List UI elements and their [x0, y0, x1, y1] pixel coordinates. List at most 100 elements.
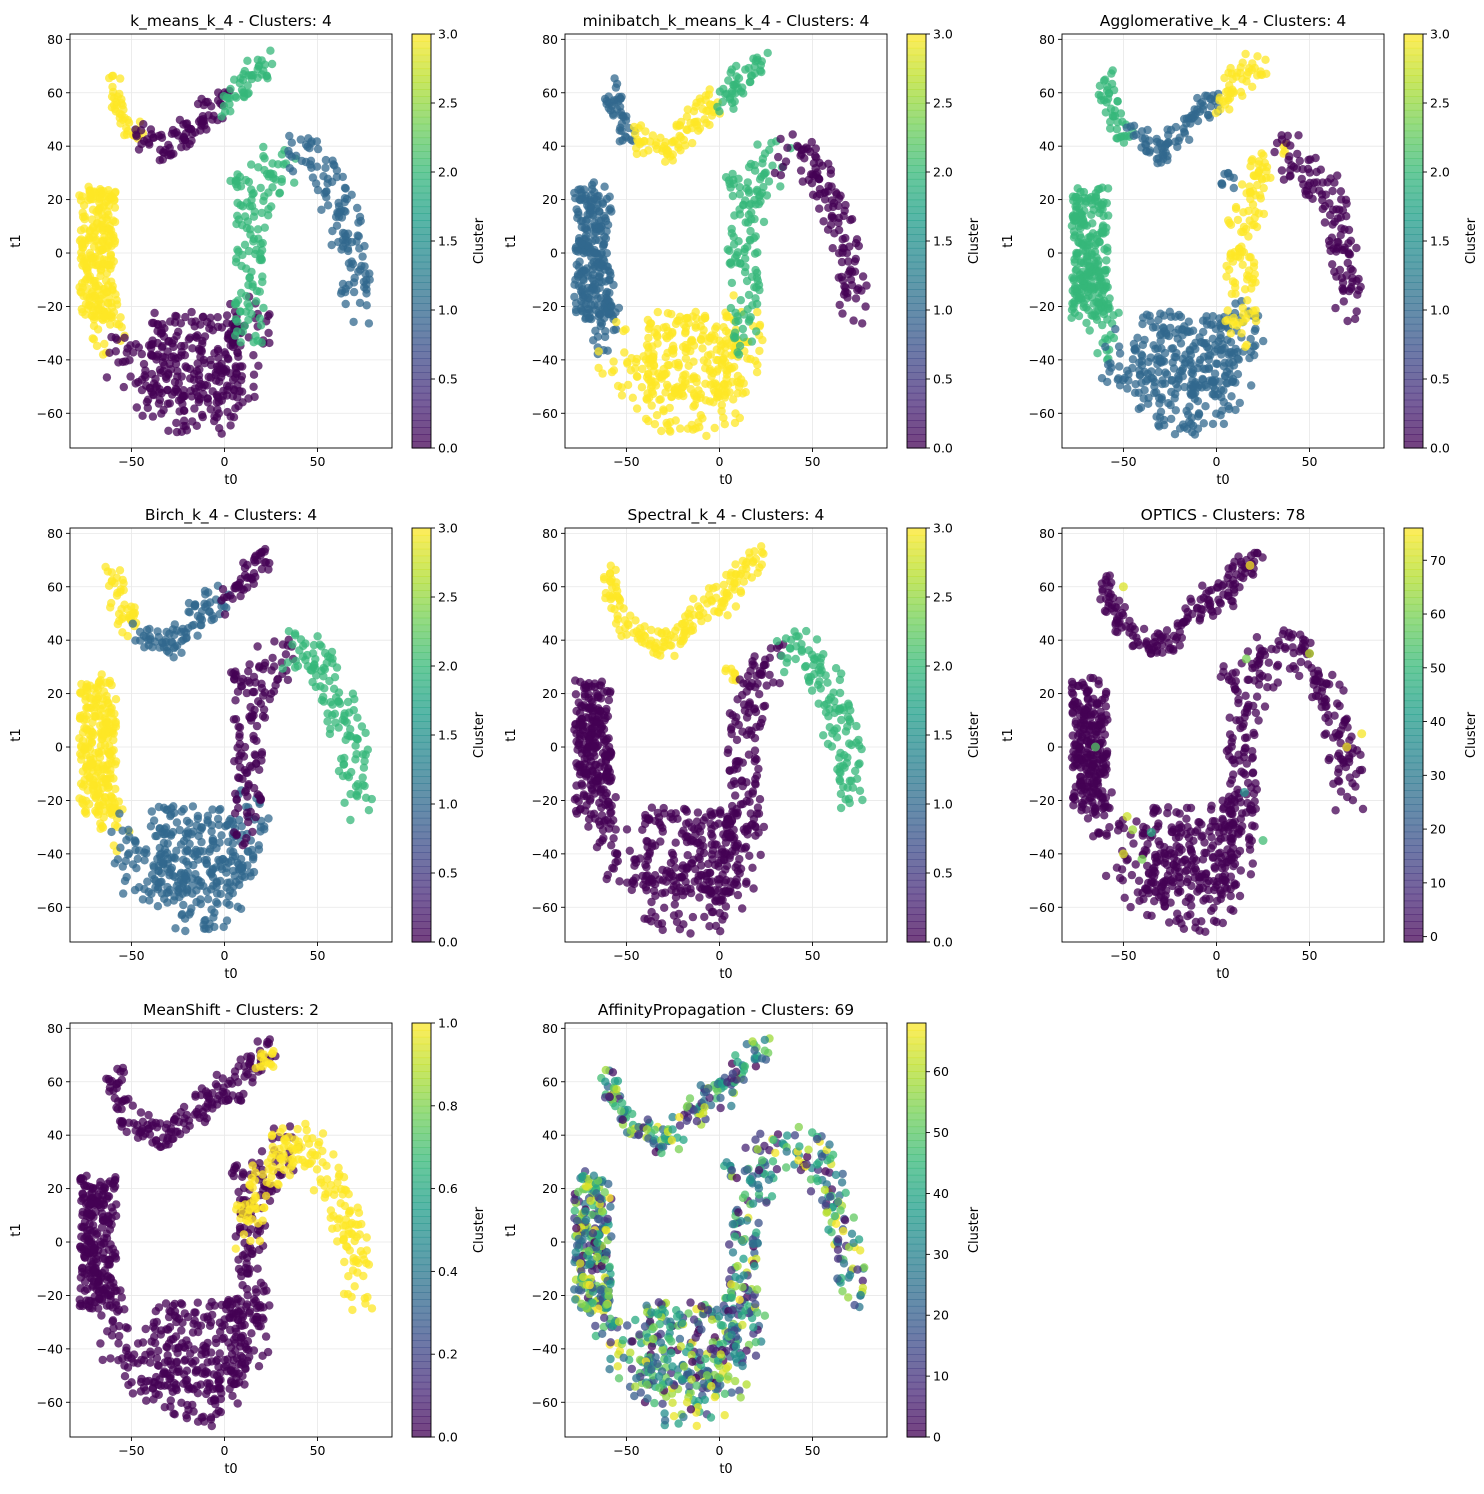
y-tick-label: −40: [532, 352, 558, 367]
data-point: [237, 338, 245, 346]
data-point: [237, 682, 245, 690]
data-point: [163, 898, 171, 906]
data-point: [1106, 359, 1114, 367]
data-point: [107, 311, 115, 319]
data-point: [584, 823, 592, 831]
data-point: [173, 818, 181, 826]
data-point: [838, 309, 846, 317]
data-point: [78, 799, 86, 807]
colorbar-segment: [907, 400, 926, 408]
data-point: [683, 314, 691, 322]
data-point: [157, 850, 165, 858]
colorbar-segment: [1404, 310, 1423, 318]
colorbar-tick-label: 3.0: [438, 27, 458, 42]
data-point: [162, 373, 170, 381]
data-point: [268, 183, 276, 191]
data-point: [1114, 118, 1122, 126]
colorbar-tick-label: 2.5: [933, 96, 953, 111]
data-point: [1212, 359, 1220, 367]
data-point: [1243, 296, 1251, 304]
data-point: [1199, 317, 1207, 325]
data-point: [736, 342, 744, 350]
data-point: [684, 105, 692, 113]
data-point: [80, 776, 88, 784]
data-point: [100, 313, 108, 321]
colorbar-segment: [412, 324, 431, 332]
data-point: [253, 722, 261, 730]
data-point: [751, 294, 759, 302]
data-point: [612, 578, 620, 586]
subplot-title: Agglomerative_k_4 - Clusters: 4: [1100, 12, 1347, 31]
data-point: [80, 716, 88, 724]
data-point: [258, 256, 266, 264]
data-point: [575, 237, 583, 245]
colorbar-segment: [412, 790, 431, 798]
colorbar-segment: [1404, 138, 1423, 146]
data-point: [255, 792, 263, 800]
colorbar-segment: [907, 110, 926, 118]
data-point: [1140, 394, 1148, 402]
data-point: [835, 273, 843, 281]
data-point: [170, 129, 178, 137]
data-point: [694, 386, 702, 394]
colorbar-segment: [412, 351, 431, 359]
colorbar-segment: [412, 894, 431, 902]
x-tick-label: −50: [118, 948, 144, 963]
data-point: [723, 611, 731, 619]
data-point: [759, 183, 767, 191]
colorbar-segment: [907, 441, 926, 449]
data-point: [126, 372, 134, 380]
data-point: [1116, 381, 1124, 389]
data-point: [326, 698, 334, 706]
data-point: [841, 201, 849, 209]
subplot-title: k_means_k_4 - Clusters: 4: [130, 12, 332, 31]
data-point: [235, 881, 243, 889]
data-point: [1073, 265, 1081, 273]
data-point: [659, 405, 667, 413]
y-tick-label: 40: [542, 139, 558, 154]
data-point: [313, 137, 321, 145]
data-point: [180, 342, 188, 350]
data-point: [629, 629, 637, 637]
data-point: [1306, 168, 1314, 176]
data-point: [608, 368, 616, 376]
data-point: [748, 337, 756, 345]
data-point: [112, 757, 120, 765]
data-point: [288, 640, 296, 648]
data-point: [667, 310, 675, 318]
data-point: [800, 145, 808, 153]
data-point: [1230, 314, 1238, 322]
data-point: [753, 368, 761, 376]
data-point: [223, 93, 231, 101]
data-point: [1075, 275, 1083, 283]
data-point: [828, 213, 836, 221]
data-point: [214, 313, 222, 321]
data-point: [189, 802, 197, 810]
data-point: [150, 816, 158, 824]
colorbar-segment: [412, 908, 431, 916]
data-point: [270, 637, 278, 645]
data-point: [1249, 307, 1257, 315]
data-point: [223, 391, 231, 399]
colorbar-segment: [412, 528, 431, 536]
colorbar-segment: [1404, 303, 1423, 311]
data-point: [319, 172, 327, 180]
data-point: [685, 362, 693, 370]
data-point: [1225, 105, 1233, 113]
data-point: [841, 234, 849, 242]
data-point: [226, 85, 234, 93]
data-point: [1102, 256, 1110, 264]
data-point: [261, 224, 269, 232]
data-point: [244, 71, 252, 79]
data-point: [1243, 275, 1251, 283]
data-point: [306, 160, 314, 168]
y-tick-label: −20: [37, 299, 63, 314]
data-point: [607, 302, 615, 310]
data-point: [618, 136, 626, 144]
data-point: [222, 899, 230, 907]
data-point: [848, 215, 856, 223]
y-tick-label: 80: [1039, 32, 1055, 47]
data-point: [577, 702, 585, 710]
colorbar-segment: [907, 303, 926, 311]
data-point: [1147, 367, 1155, 375]
